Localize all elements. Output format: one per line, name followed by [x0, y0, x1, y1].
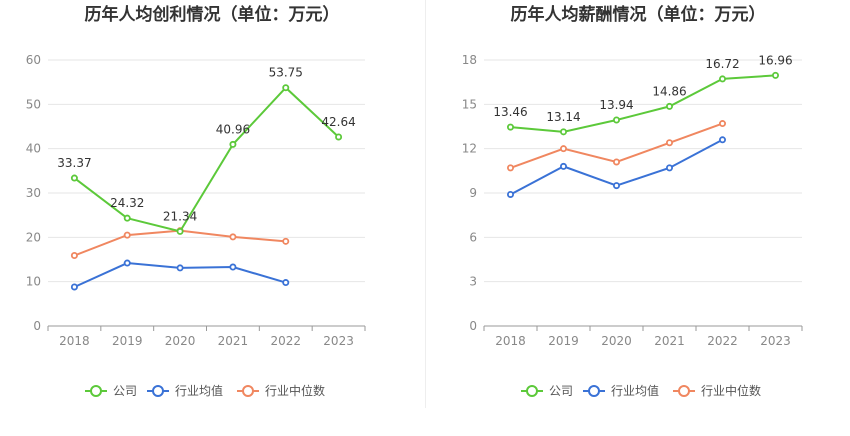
chart2-y-tick-label: 0 [469, 319, 477, 333]
chart1-industry-median-point[interactable] [123, 231, 131, 239]
chart2-industry-avg-point[interactable] [665, 164, 673, 172]
legend-marker [90, 385, 102, 397]
chart2-y-tick-label: 15 [462, 97, 477, 111]
legend-marker [526, 385, 538, 397]
chart2-company-point[interactable] [612, 116, 620, 124]
legend-marker [588, 385, 600, 397]
chart1-company-line [73, 86, 340, 233]
chart1-y-tick-label: 0 [33, 319, 41, 333]
chart1-company-data-label: 42.64 [321, 115, 355, 129]
chart1-company-data-label: 21.34 [163, 209, 197, 223]
chart2-industry-avg-point[interactable] [507, 190, 515, 198]
legend-marker [152, 385, 164, 397]
chart2-y-tick-label: 6 [469, 230, 477, 244]
chart2-industry-avg-point[interactable] [612, 182, 620, 190]
chart2-company-point[interactable] [507, 123, 515, 131]
legend-item-company[interactable]: 公司 [85, 384, 137, 398]
chart1-title: 历年人均创利情况（单位：万元） [85, 4, 340, 25]
legend-marker [242, 385, 254, 397]
legend-item-industry-median[interactable]: 行业中位数 [673, 383, 761, 398]
chart2-x-tick-label: 2022 [707, 334, 738, 348]
legend-label: 行业均值 [611, 383, 659, 398]
chart1-company-data-label: 24.32 [110, 196, 144, 210]
chart1-industry-avg-point[interactable] [70, 283, 78, 291]
chart1-industry-median-point[interactable] [282, 237, 290, 245]
chart2-x-tick-label: 2018 [495, 334, 526, 348]
legend-label: 行业中位数 [701, 383, 761, 398]
legend-item-industry-avg[interactable]: 行业均值 [147, 383, 223, 398]
chart1-x-tick-label: 2023 [323, 334, 354, 348]
chart1-y-tick-label: 20 [26, 230, 41, 244]
chart1-company-data-label: 33.37 [57, 156, 91, 170]
salary-chart: 历年人均薪酬情况（单位：万元） 0 3 6 9 12 15 18 2018 2019 2020 202… [462, 4, 803, 398]
chart2-x-tick-label: 2020 [601, 334, 632, 348]
chart1-industry-median-point[interactable] [229, 233, 237, 241]
profit-chart: 历年人均创利情况（单位：万元） 0 10 20 30 40 50 60 2018 2019 2020… [26, 4, 366, 398]
chart2-title: 历年人均薪酬情况（单位：万元） [511, 4, 766, 25]
chart1-x-tick-label: 2018 [59, 334, 90, 348]
chart1-company-point[interactable] [123, 214, 131, 222]
legend-item-company[interactable]: 公司 [521, 384, 573, 398]
chart2-industry-avg-point[interactable] [718, 136, 726, 144]
legend-marker [678, 385, 690, 397]
chart2-company-point[interactable] [718, 75, 726, 83]
chart1-y-tick-label: 10 [26, 275, 41, 289]
chart1-company-point[interactable] [229, 140, 237, 148]
legend-item-industry-median[interactable]: 行业中位数 [237, 383, 325, 398]
chart2-y-tick-label: 3 [469, 275, 477, 289]
chart1-y-tick-label: 60 [26, 53, 41, 67]
chart1-company-point[interactable] [335, 133, 343, 141]
chart2-company-point[interactable] [665, 102, 673, 110]
chart2-company-data-label: 13.46 [493, 105, 527, 119]
chart1-industry-avg-point[interactable] [176, 264, 184, 272]
panel-divider [425, 0, 426, 408]
chart2-y-tick-label: 12 [462, 142, 477, 156]
legend-label: 公司 [113, 384, 137, 398]
chart1-industry-median-point[interactable] [70, 252, 78, 260]
chart2-company-data-label: 16.96 [758, 53, 792, 67]
chart2-y-tick-label: 18 [462, 53, 477, 67]
chart1-industry-avg-point[interactable] [229, 263, 237, 271]
chart1-x-tick-label: 2019 [112, 334, 143, 348]
chart2-industry-median-point[interactable] [665, 139, 673, 147]
chart2-industry-median-point[interactable] [507, 164, 515, 172]
chart2-company-line [510, 74, 776, 133]
chart1-company-point[interactable] [70, 174, 78, 182]
chart-panel-profit: 历年人均创利情况（单位：万元） 0 10 20 30 40 50 60 2018 2019 2020… [26, 4, 366, 398]
chart2-company-data-label: 16.72 [705, 57, 739, 71]
chart2-x-tick-label: 2021 [654, 334, 685, 348]
chart1-y-tick-label: 50 [26, 97, 41, 111]
chart2-company-data-label: 14.86 [652, 84, 686, 98]
legend-label: 行业中位数 [265, 383, 325, 398]
chart2-industry-avg-point[interactable] [559, 162, 567, 170]
legend-label: 行业均值 [175, 383, 223, 398]
chart2-y-tick-label: 9 [469, 186, 477, 200]
chart1-company-point[interactable] [176, 227, 184, 235]
chart2-industry-median-point[interactable] [559, 145, 567, 153]
chart-panel-salary: 历年人均薪酬情况（单位：万元） 0 3 6 9 12 15 18 2018 2019 2020 202… [426, 0, 850, 436]
chart1-y-tick-label: 30 [26, 186, 41, 200]
legend-item-industry-avg[interactable]: 行业均值 [583, 383, 659, 398]
legend-label: 公司 [549, 384, 573, 398]
chart2-company-point[interactable] [559, 128, 567, 136]
chart1-y-tick-label: 40 [26, 142, 41, 156]
chart1-company-point[interactable] [282, 84, 290, 92]
chart2-industry-median-point[interactable] [612, 158, 620, 166]
chart1-company-data-label: 40.96 [216, 122, 250, 136]
chart2-company-data-label: 13.14 [546, 110, 580, 124]
chart2-x-tick-label: 2019 [548, 334, 579, 348]
chart1-x-tick-label: 2022 [270, 334, 301, 348]
chart2-industry-median-point[interactable] [718, 120, 726, 128]
chart1-x-tick-label: 2021 [218, 334, 249, 348]
chart1-industry-avg-point[interactable] [282, 279, 290, 287]
chart1-industry-avg-point[interactable] [123, 259, 131, 267]
chart2-x-tick-label: 2023 [760, 334, 791, 348]
chart1-company-data-label: 53.75 [269, 66, 303, 80]
chart1-x-tick-label: 2020 [165, 334, 196, 348]
chart2-company-data-label: 13.94 [599, 98, 633, 112]
chart2-company-point[interactable] [771, 71, 779, 79]
